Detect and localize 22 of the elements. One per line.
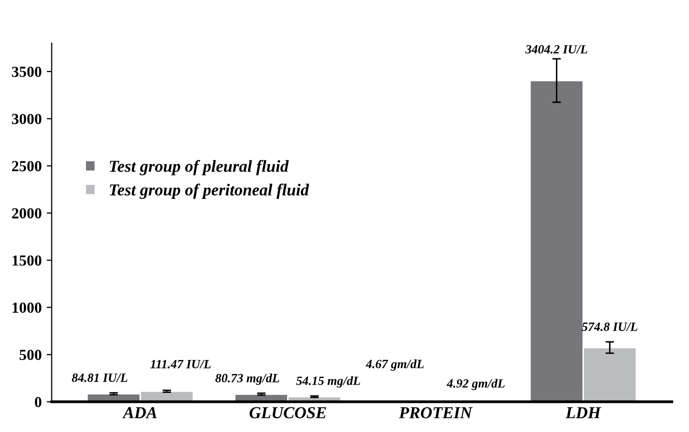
- data-label: 4.67 gm/dL: [366, 359, 424, 371]
- data-label: 111.47 IU/L: [150, 360, 211, 368]
- legend-label: Test group of peritoneal fluid: [110, 184, 310, 199]
- legend-label: Test group of pleural fluid: [110, 160, 289, 176]
- y-tick-label: 500: [20, 350, 42, 360]
- data-label: 54.15 mg/dL: [296, 376, 360, 388]
- x-tick-label: PROTEIN: [398, 407, 473, 418]
- data-label: 3404.2 IU/L: [525, 45, 588, 54]
- y-tick-label: 2500: [12, 161, 42, 172]
- x-tick-label: ADA: [122, 407, 157, 418]
- y-tick-label: 1000: [12, 302, 42, 313]
- y-tick-label: 3000: [12, 114, 42, 124]
- data-label: 80.73 mg/dL: [215, 374, 280, 385]
- y-tick-label: 3500: [12, 66, 42, 77]
- x-tick-label: LDH: [565, 407, 602, 418]
- data-label: 4.92 gm/dL: [446, 378, 505, 390]
- y-tick-label: 0: [34, 396, 42, 408]
- data-label: 574.8 IU/L: [582, 322, 638, 332]
- x-tick-label: GLUCOSE: [250, 407, 326, 418]
- y-tick-label: 1500: [12, 255, 42, 266]
- y-tick-label: 2000: [12, 208, 42, 218]
- data-label: 84.81 IU/L: [72, 374, 128, 382]
